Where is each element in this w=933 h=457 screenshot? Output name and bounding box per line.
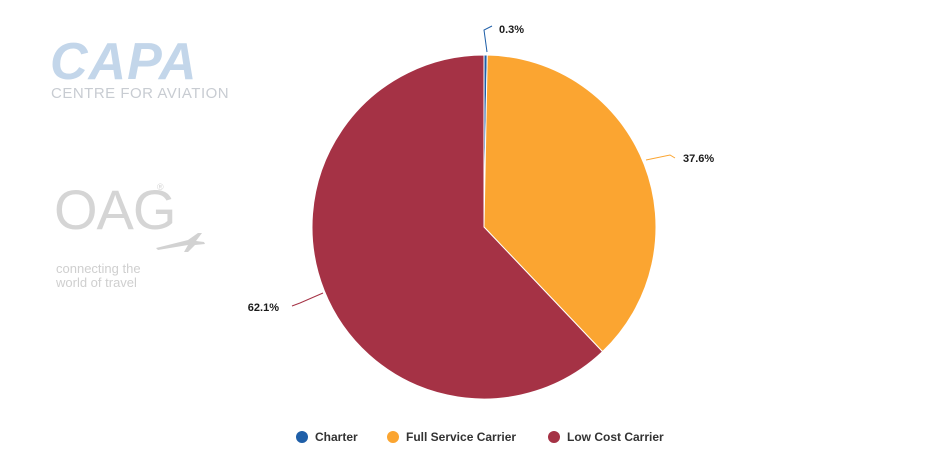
oag-logo: OAG ® connecting the world of travel: [54, 180, 214, 290]
capa-logo: CAPA CENTRE FOR AVIATION: [50, 36, 260, 106]
data-label-low-cost-carrier: 62.1%: [248, 302, 279, 314]
data-label-connectors: [291, 25, 676, 307]
legend-label: Full Service Carrier: [406, 430, 517, 444]
legend-swatch-icon: [548, 431, 560, 443]
capa-logo-subtitle: CENTRE FOR AVIATION: [51, 85, 230, 102]
data-label-full-service-carrier: 37.6%: [683, 153, 714, 165]
legend-label: Low Cost Carrier: [567, 430, 664, 444]
registered-mark-icon: ®: [157, 182, 164, 192]
data-label-charter: 0.3%: [499, 24, 524, 36]
legend-swatch-icon: [296, 431, 308, 443]
legend-label: Charter: [315, 430, 358, 444]
airplane-icon: [156, 233, 205, 252]
oag-tagline-line1: connecting the: [56, 261, 141, 276]
legend-item-low-cost-carrier[interactable]: Low Cost Carrier: [548, 428, 664, 446]
oag-tagline-line2: world of travel: [56, 275, 137, 290]
chart-legend: Charter Full Service Carrier Low Cost Carr…: [0, 428, 933, 448]
oag-logo-tagline: connecting the world of travel: [56, 262, 141, 290]
pie-slices: [311, 54, 657, 400]
capa-logo-wordmark: CAPA: [50, 33, 198, 91]
pie-slice-low-cost-carrier[interactable]: [311, 54, 604, 400]
connector-full-service-carrier: [645, 154, 676, 161]
connector-charter: [483, 25, 493, 53]
legend-swatch-icon: [387, 431, 399, 443]
oag-logo-wordmark: OAG: [54, 178, 176, 241]
legend-item-full-service-carrier[interactable]: Full Service Carrier: [387, 428, 516, 446]
legend-item-charter[interactable]: Charter: [296, 428, 358, 446]
pie-slice-full-service-carrier[interactable]: [483, 54, 657, 353]
connector-low-cost-carrier: [291, 292, 324, 307]
data-labels: 0.3% 37.6% 62.1%: [248, 24, 715, 314]
